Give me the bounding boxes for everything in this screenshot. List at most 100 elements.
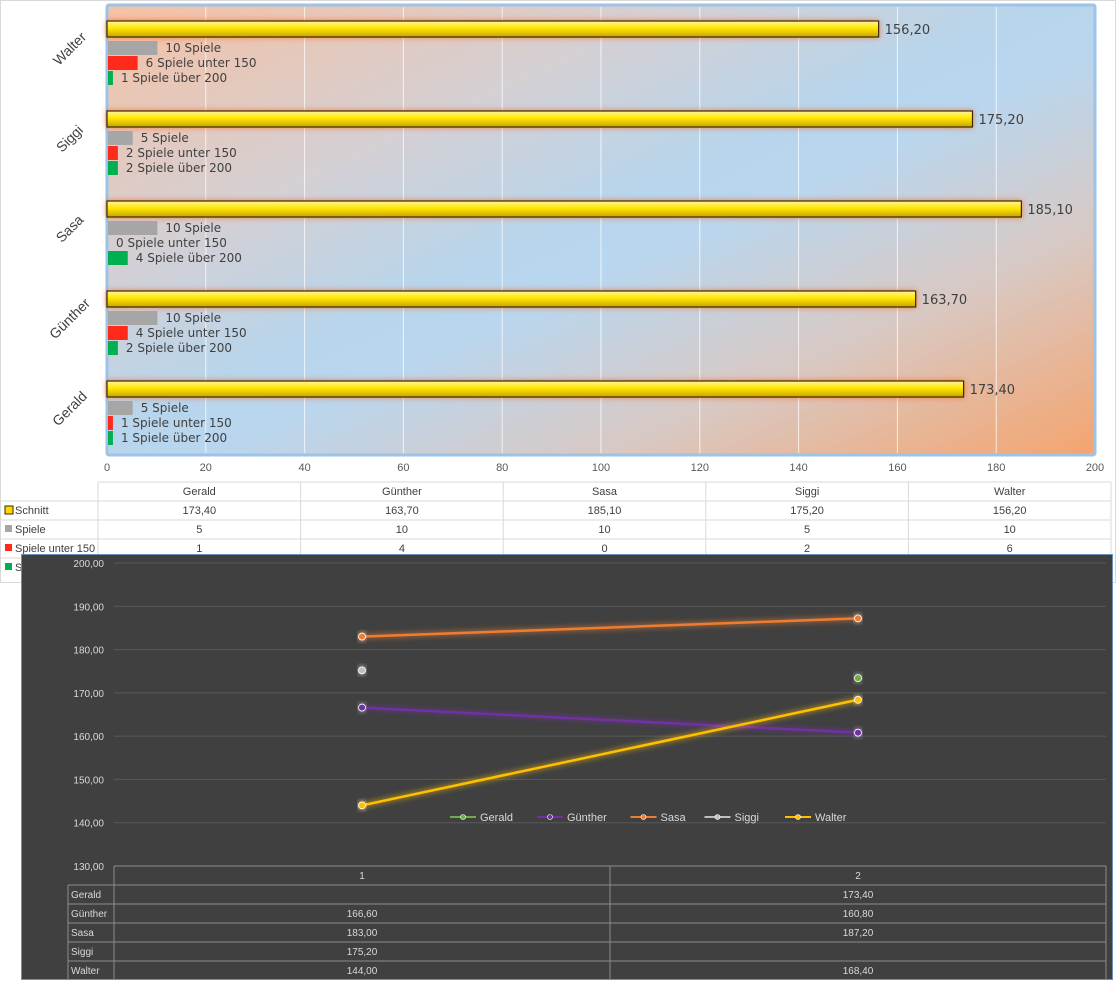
table-cell: 5 bbox=[196, 524, 202, 536]
bar-spiele-ueber-200-gerald bbox=[108, 431, 113, 445]
table-cell: 1 bbox=[196, 543, 202, 555]
point-gerald-2 bbox=[854, 674, 862, 683]
y-tick-label: 130,00 bbox=[73, 862, 104, 873]
table-row-label-spiele-unter-150: Spiele unter 150 bbox=[15, 543, 95, 555]
table-cell: 10 bbox=[1004, 524, 1016, 536]
legend-key-spiele-unter-150 bbox=[5, 544, 12, 551]
table-cell: 10 bbox=[396, 524, 408, 536]
table-row-label-s: S bbox=[15, 562, 22, 574]
legend-label-gerald: Gerald bbox=[480, 812, 513, 824]
y-tick-label: 200,00 bbox=[73, 559, 104, 570]
line-guenther bbox=[361, 706, 859, 734]
legend-key-schnitt bbox=[4, 505, 14, 515]
table-header-sasa: Sasa bbox=[592, 486, 618, 498]
bar-spiele-siggi bbox=[108, 131, 133, 145]
data-label-spiele-gerald: 5 Spiele bbox=[141, 401, 189, 415]
x-tick-label: 140 bbox=[789, 462, 807, 474]
data-label-schnitt-gerald: 173,40 bbox=[970, 383, 1016, 398]
bar-schnitt-guenther bbox=[106, 290, 917, 308]
x-tick-label: 100 bbox=[592, 462, 610, 474]
data-label-spiele-ueber-200-guenther: 2 Spiele über 200 bbox=[126, 341, 232, 355]
data-label-spiele-ueber-200-siggi: 2 Spiele über 200 bbox=[126, 161, 232, 175]
point-guenther-1 bbox=[358, 703, 366, 712]
x-tick-label: 200 bbox=[1086, 462, 1104, 474]
table-header-walter: Walter bbox=[994, 486, 1026, 498]
table-row-label-walter: Walter bbox=[71, 966, 100, 977]
data-label-spiele-unter-150-sasa: 0 Spiele unter 150 bbox=[116, 236, 227, 250]
data-label-spiele-guenther: 10 Spiele bbox=[165, 311, 221, 325]
table-cell: 166,60 bbox=[347, 909, 378, 920]
point-sasa-1 bbox=[358, 632, 366, 641]
bar-spiele-unter-150-walter bbox=[108, 56, 138, 70]
legend-label-siggi: Siggi bbox=[735, 812, 759, 824]
table-cell: 163,70 bbox=[385, 505, 419, 517]
data-label-spiele-walter: 10 Spiele bbox=[165, 41, 221, 55]
point-sasa-2 bbox=[854, 614, 862, 623]
table-cell: 168,40 bbox=[843, 966, 874, 977]
legend-marker-gerald bbox=[460, 814, 466, 820]
legend-marker-siggi bbox=[714, 814, 721, 820]
line-sasa bbox=[361, 617, 859, 638]
data-label-schnitt-guenther: 163,70 bbox=[922, 293, 968, 308]
table-cell: 156,20 bbox=[993, 505, 1027, 517]
legend-key-spiele bbox=[5, 525, 12, 532]
y-tick-label: 150,00 bbox=[73, 775, 104, 786]
y-tick-label: 170,00 bbox=[73, 689, 104, 700]
table-cell: 5 bbox=[804, 524, 810, 536]
x-tick-label: 40 bbox=[298, 462, 310, 474]
bar-spiele-sasa bbox=[108, 221, 158, 235]
data-label-spiele-unter-150-siggi: 2 Spiele unter 150 bbox=[126, 146, 237, 160]
bar-spiele-ueber-200-walter bbox=[108, 71, 113, 85]
bar-spiele-ueber-200-siggi bbox=[108, 161, 118, 175]
x-tick-label: 20 bbox=[200, 462, 212, 474]
table-header-siggi: Siggi bbox=[795, 486, 819, 498]
table-cell: 144,00 bbox=[347, 966, 378, 977]
y-tick-label: 180,00 bbox=[73, 646, 104, 657]
bar-spiele-guenther bbox=[108, 311, 158, 325]
bar-spiele-ueber-200-guenther bbox=[108, 341, 118, 355]
data-label-spiele-unter-150-guenther: 4 Spiele unter 150 bbox=[136, 326, 247, 340]
legend-label-walter: Walter bbox=[815, 812, 847, 824]
category-label-gerald: Gerald bbox=[49, 388, 90, 429]
table-row-label-schnitt: Schnitt bbox=[15, 505, 49, 517]
table-cell: 4 bbox=[399, 543, 405, 555]
data-label-schnitt-siggi: 175,20 bbox=[978, 113, 1024, 128]
x-tick-label: 160 bbox=[888, 462, 906, 474]
table-row-label-guenther: Günther bbox=[71, 909, 108, 920]
table-cell: 0 bbox=[601, 543, 607, 555]
table-header-guenther: Günther bbox=[382, 486, 422, 498]
point-siggi-1 bbox=[358, 666, 366, 675]
legend-label-guenther: Günther bbox=[567, 812, 607, 824]
data-label-spiele-unter-150-gerald: 1 Spiele unter 150 bbox=[121, 416, 232, 430]
y-tick-label: 190,00 bbox=[73, 602, 104, 613]
x-tick-label: 120 bbox=[691, 462, 709, 474]
table-row-label-siggi: Siggi bbox=[71, 947, 93, 958]
bar-chart-svg: 0 20 40 60 80 100 120 140 160 180 200 Gerald 173,40… bbox=[1, 3, 1112, 574]
table-header-2: 2 bbox=[855, 871, 861, 882]
table-cell: 175,20 bbox=[790, 505, 824, 517]
legend-marker-guenther bbox=[547, 814, 553, 820]
table-cell: 183,00 bbox=[347, 928, 378, 939]
y-tick-label: 140,00 bbox=[73, 819, 104, 830]
category-label-guenther: Günther bbox=[46, 295, 93, 342]
data-label-spiele-ueber-200-walter: 1 Spiele über 200 bbox=[121, 71, 227, 85]
table-cell: 175,20 bbox=[347, 947, 378, 958]
legend-label-sasa: Sasa bbox=[661, 812, 687, 824]
data-label-spiele-siggi: 5 Spiele bbox=[141, 131, 189, 145]
point-walter-2 bbox=[854, 695, 862, 704]
bar-spiele-walter bbox=[108, 41, 158, 55]
table-cell: 6 bbox=[1007, 543, 1013, 555]
x-tick-label: 180 bbox=[987, 462, 1005, 474]
bowling-bar-chart: 0 20 40 60 80 100 120 140 160 180 200 Gerald 173,40… bbox=[0, 0, 1116, 583]
bar-schnitt-gerald bbox=[106, 380, 965, 398]
y-tick-label: 160,00 bbox=[73, 732, 104, 743]
bar-spiele-ueber-200-sasa bbox=[108, 251, 128, 265]
category-label-sasa: Sasa bbox=[53, 211, 87, 245]
legend-marker-sasa bbox=[640, 814, 647, 820]
point-walter-1 bbox=[358, 801, 366, 810]
category-label-walter: Walter bbox=[50, 28, 90, 68]
x-tick-label: 60 bbox=[397, 462, 409, 474]
table-row-label-spiele: Spiele bbox=[15, 524, 46, 536]
table-cell: 173,40 bbox=[182, 505, 216, 517]
bar-spiele-unter-150-gerald bbox=[108, 416, 113, 430]
